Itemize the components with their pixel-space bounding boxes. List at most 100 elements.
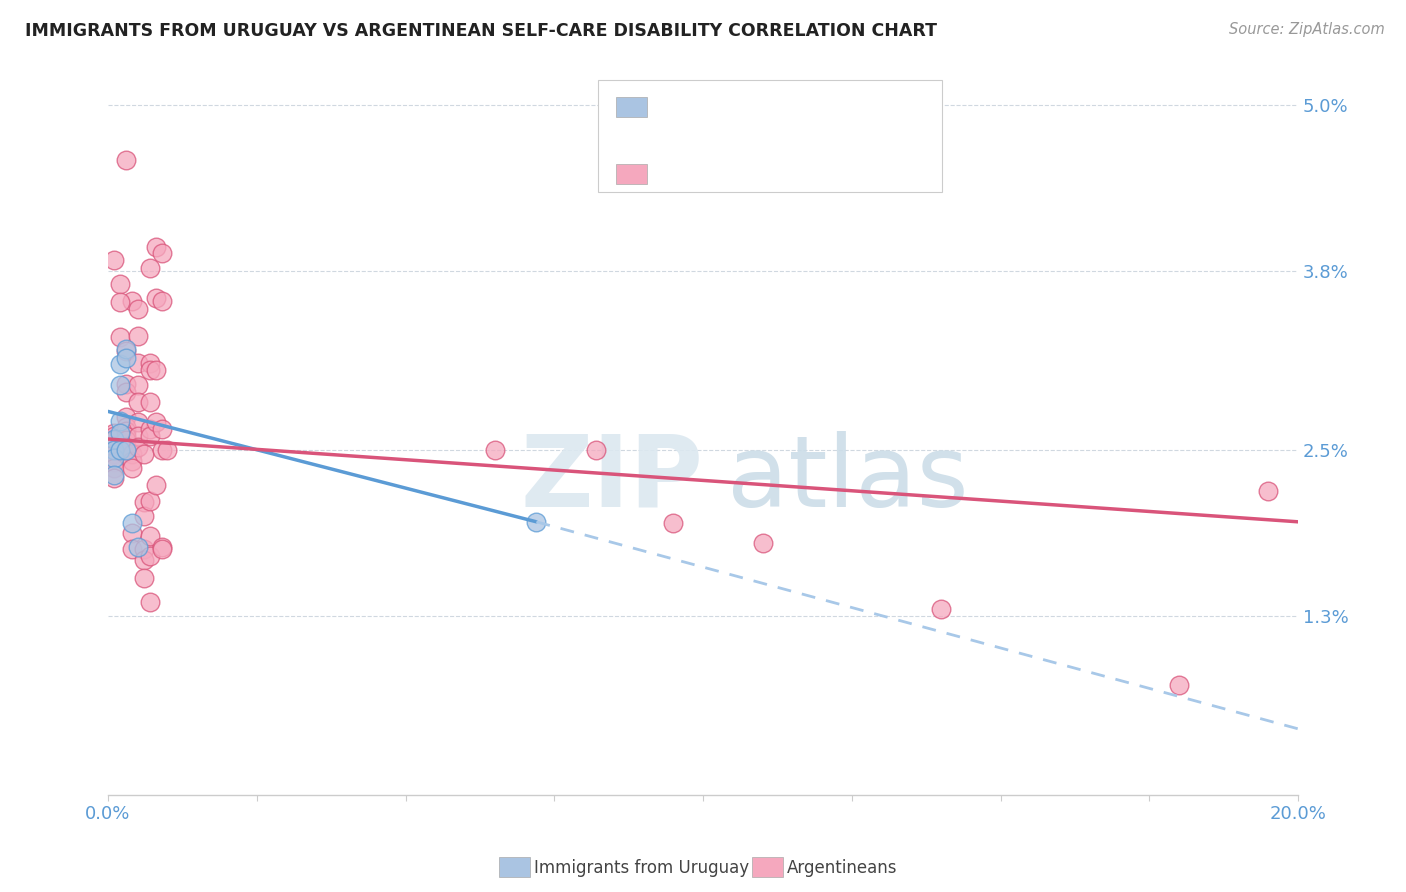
Point bbox=[121, 461, 143, 475]
Point bbox=[150, 542, 173, 557]
Point bbox=[145, 416, 167, 430]
Point bbox=[121, 516, 143, 531]
Point bbox=[526, 515, 548, 529]
Text: N =: N = bbox=[787, 171, 827, 189]
Point bbox=[103, 443, 125, 458]
Text: R =: R = bbox=[657, 104, 695, 122]
Point bbox=[132, 542, 155, 557]
Text: 15: 15 bbox=[832, 104, 856, 122]
Text: N =: N = bbox=[787, 104, 827, 122]
Text: atlas: atlas bbox=[727, 431, 969, 528]
Point bbox=[121, 293, 143, 308]
Point bbox=[103, 434, 125, 448]
Point bbox=[132, 495, 155, 509]
Point bbox=[145, 477, 167, 491]
Point bbox=[115, 429, 138, 443]
Point bbox=[662, 516, 685, 531]
Point bbox=[121, 447, 143, 461]
Point bbox=[145, 240, 167, 254]
Point bbox=[115, 409, 138, 424]
Text: -0.089: -0.089 bbox=[699, 171, 761, 189]
Point bbox=[127, 416, 149, 430]
Point bbox=[150, 540, 173, 554]
Point bbox=[138, 422, 160, 436]
Point bbox=[156, 443, 179, 458]
Text: Source: ZipAtlas.com: Source: ZipAtlas.com bbox=[1229, 22, 1385, 37]
Text: Argentineans: Argentineans bbox=[787, 859, 898, 877]
Point bbox=[115, 424, 138, 438]
Point bbox=[108, 358, 131, 372]
Point bbox=[145, 291, 167, 305]
Point bbox=[127, 429, 149, 443]
Point bbox=[115, 419, 138, 434]
Point bbox=[132, 571, 155, 585]
Point bbox=[115, 434, 138, 448]
Point bbox=[103, 252, 125, 267]
Point bbox=[108, 426, 131, 441]
Point bbox=[150, 245, 173, 260]
Point bbox=[115, 153, 138, 168]
Text: ZIP: ZIP bbox=[520, 431, 703, 528]
Text: IMMIGRANTS FROM URUGUAY VS ARGENTINEAN SELF-CARE DISABILITY CORRELATION CHART: IMMIGRANTS FROM URUGUAY VS ARGENTINEAN S… bbox=[25, 22, 938, 40]
Point bbox=[138, 528, 160, 542]
Point bbox=[751, 535, 773, 549]
Point bbox=[115, 351, 138, 365]
Point bbox=[115, 385, 138, 400]
Point bbox=[929, 601, 952, 615]
Point bbox=[108, 277, 131, 292]
Point bbox=[115, 343, 138, 358]
Point bbox=[150, 422, 173, 436]
Point bbox=[108, 330, 131, 344]
Point bbox=[127, 356, 149, 370]
Point bbox=[103, 439, 125, 453]
Point bbox=[127, 302, 149, 317]
Point bbox=[115, 376, 138, 391]
Point bbox=[115, 443, 138, 458]
Point bbox=[108, 443, 131, 458]
Point bbox=[108, 414, 131, 428]
Point bbox=[145, 363, 167, 377]
Point bbox=[115, 343, 138, 357]
Point bbox=[127, 394, 149, 409]
Point bbox=[138, 429, 160, 443]
Text: -0.321: -0.321 bbox=[699, 104, 761, 122]
Text: 73: 73 bbox=[832, 171, 856, 189]
Point bbox=[150, 443, 173, 458]
Point bbox=[103, 455, 125, 469]
Point bbox=[132, 553, 155, 567]
Point bbox=[585, 443, 607, 458]
Point bbox=[127, 328, 149, 343]
Point bbox=[127, 440, 149, 454]
Text: R =: R = bbox=[657, 171, 695, 189]
Point bbox=[103, 470, 125, 484]
Point bbox=[103, 461, 125, 475]
Point bbox=[138, 494, 160, 508]
Point bbox=[103, 426, 125, 441]
Point bbox=[1257, 484, 1279, 499]
Point bbox=[103, 432, 125, 446]
Point bbox=[103, 467, 125, 482]
Point bbox=[121, 542, 143, 557]
Point bbox=[1168, 678, 1191, 692]
Point bbox=[138, 549, 160, 564]
Point bbox=[103, 443, 125, 458]
Point bbox=[150, 293, 173, 308]
Text: Immigrants from Uruguay: Immigrants from Uruguay bbox=[534, 859, 749, 877]
Point bbox=[121, 525, 143, 540]
Point bbox=[138, 356, 160, 370]
Point bbox=[115, 440, 138, 454]
Point bbox=[103, 429, 125, 443]
Point bbox=[132, 447, 155, 461]
Point bbox=[121, 454, 143, 468]
Point bbox=[127, 540, 149, 554]
Point bbox=[103, 447, 125, 461]
Point bbox=[484, 443, 506, 458]
Point bbox=[127, 378, 149, 392]
Point bbox=[138, 595, 160, 609]
Point bbox=[138, 260, 160, 275]
Point bbox=[103, 451, 125, 466]
Point bbox=[132, 509, 155, 524]
Point bbox=[108, 295, 131, 310]
Point bbox=[138, 363, 160, 377]
Point bbox=[138, 394, 160, 409]
